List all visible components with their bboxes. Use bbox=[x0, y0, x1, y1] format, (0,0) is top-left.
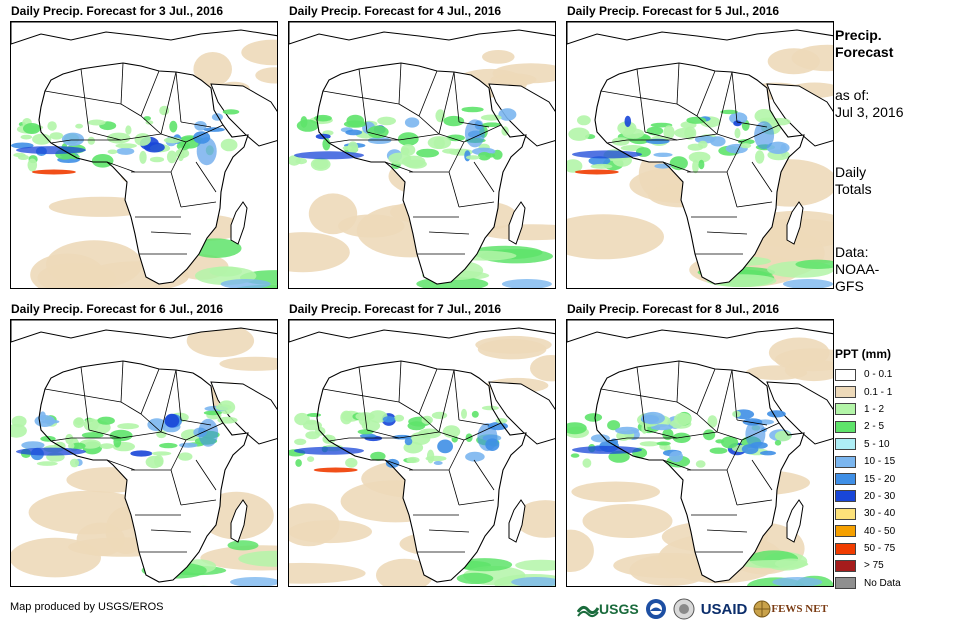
legend-item: 20 - 30 bbox=[835, 488, 901, 505]
legend-swatch bbox=[835, 577, 856, 589]
forecast-panel: Daily Precip. Forecast for 3 Jul., 2016 bbox=[10, 4, 290, 294]
europe-outline bbox=[11, 22, 278, 44]
europe-outline bbox=[289, 22, 556, 44]
daily-totals-label: Daily Totals bbox=[835, 164, 872, 198]
as-of-label: as of: bbox=[835, 87, 904, 104]
legend-label: 10 - 15 bbox=[864, 456, 895, 467]
forecast-panel: Daily Precip. Forecast for 5 Jul., 2016 bbox=[566, 4, 846, 294]
legend-label: 2 - 5 bbox=[864, 421, 884, 432]
legend-swatch bbox=[835, 525, 856, 537]
fews-net-logo: FEWS NET bbox=[753, 600, 828, 618]
legend-swatch bbox=[835, 543, 856, 555]
legend-item: 0 - 0.1 bbox=[835, 366, 901, 383]
africa-precip-map bbox=[11, 320, 278, 587]
legend-item: 40 - 50 bbox=[835, 523, 901, 540]
as-of-block: as of: Jul 3, 2016 bbox=[835, 87, 904, 121]
panel-title: Daily Precip. Forecast for 8 Jul., 2016 bbox=[567, 302, 779, 316]
forecast-map bbox=[10, 319, 278, 587]
logo-strip: USGS USAID FEWS NET bbox=[577, 596, 828, 622]
legend-label: No Data bbox=[864, 578, 901, 589]
ppt-legend: PPT (mm) 0 - 0.1 0.1 - 1 1 - 2 2 - 5 5 - 10 1… bbox=[835, 347, 901, 592]
heading-line1: Precip. bbox=[835, 27, 893, 44]
africa-precip-map bbox=[567, 22, 834, 289]
legend-title: PPT (mm) bbox=[835, 347, 901, 361]
legend-swatch bbox=[835, 490, 856, 502]
legend-swatch bbox=[835, 386, 856, 398]
as-of-date: Jul 3, 2016 bbox=[835, 104, 904, 121]
forecast-map bbox=[10, 21, 278, 289]
forecast-map bbox=[566, 319, 834, 587]
data-source: Data: NOAA- GFS bbox=[835, 244, 879, 295]
africa-precip-map bbox=[289, 320, 556, 587]
legend-swatch bbox=[835, 369, 856, 381]
legend-heading: Precip. Forecast bbox=[835, 27, 893, 61]
legend-item: 15 - 20 bbox=[835, 470, 901, 487]
usgs-wave-icon bbox=[577, 600, 599, 618]
panel-title: Daily Precip. Forecast for 7 Jul., 2016 bbox=[289, 302, 501, 316]
noaa-seal-icon bbox=[645, 598, 667, 620]
africa-precip-map bbox=[289, 22, 556, 289]
madagascar-outline bbox=[509, 500, 525, 542]
fews-globe-icon bbox=[753, 600, 771, 618]
data-line3: GFS bbox=[835, 278, 879, 295]
forecast-map bbox=[288, 319, 556, 587]
usaid-logo: USAID bbox=[701, 601, 748, 618]
panel-title: Daily Precip. Forecast for 4 Jul., 2016 bbox=[289, 4, 501, 18]
forecast-panel: Daily Precip. Forecast for 4 Jul., 2016 bbox=[288, 4, 568, 294]
legend-label: 0 - 0.1 bbox=[864, 369, 892, 380]
heading-line2: Forecast bbox=[835, 44, 893, 61]
legend-swatch bbox=[835, 438, 856, 450]
legend-rows: 0 - 0.1 0.1 - 1 1 - 2 2 - 5 5 - 10 10 - 15 15 … bbox=[835, 366, 901, 592]
legend-item: 5 - 10 bbox=[835, 436, 901, 453]
state-seal-icon bbox=[673, 598, 695, 620]
legend-label: 40 - 50 bbox=[864, 526, 895, 537]
legend-swatch bbox=[835, 473, 856, 485]
data-line2: NOAA- bbox=[835, 261, 879, 278]
legend-label: 1 - 2 bbox=[864, 404, 884, 415]
daily-line2: Totals bbox=[835, 181, 872, 198]
legend-label: 5 - 10 bbox=[864, 439, 890, 450]
legend-swatch bbox=[835, 560, 856, 572]
usgs-logo: USGS bbox=[577, 600, 639, 618]
legend-swatch bbox=[835, 456, 856, 468]
legend-label: 30 - 40 bbox=[864, 508, 895, 519]
panel-title: Daily Precip. Forecast for 3 Jul., 2016 bbox=[11, 4, 223, 18]
fews-text: FEWS NET bbox=[771, 603, 828, 615]
legend-item: 0.1 - 1 bbox=[835, 383, 901, 400]
madagascar-outline bbox=[787, 500, 803, 542]
usgs-text: USGS bbox=[599, 601, 639, 617]
europe-outline bbox=[567, 22, 834, 44]
map-credit: Map produced by USGS/EROS bbox=[10, 601, 163, 613]
legend-label: 50 - 75 bbox=[864, 543, 895, 554]
usaid-text: USAID bbox=[701, 601, 748, 618]
legend-item: > 75 bbox=[835, 557, 901, 574]
forecast-panel: Daily Precip. Forecast for 8 Jul., 2016 bbox=[566, 302, 846, 592]
legend-swatch bbox=[835, 421, 856, 433]
legend-item: 2 - 5 bbox=[835, 418, 901, 435]
legend-item: 1 - 2 bbox=[835, 401, 901, 418]
forecast-map bbox=[288, 21, 556, 289]
africa-precip-map bbox=[11, 22, 278, 289]
legend-label: 0.1 - 1 bbox=[864, 387, 892, 398]
legend-label: 15 - 20 bbox=[864, 474, 895, 485]
data-line1: Data: bbox=[835, 244, 879, 261]
africa-precip-map bbox=[567, 320, 834, 587]
forecast-map bbox=[566, 21, 834, 289]
legend-item: No Data bbox=[835, 575, 901, 592]
southern-rain-band bbox=[456, 558, 556, 587]
panel-title: Daily Precip. Forecast for 6 Jul., 2016 bbox=[11, 302, 223, 316]
forecast-panel: Daily Precip. Forecast for 6 Jul., 2016 bbox=[10, 302, 290, 592]
legend-label: 20 - 30 bbox=[864, 491, 895, 502]
legend-label: > 75 bbox=[864, 560, 884, 571]
legend-item: 50 - 75 bbox=[835, 540, 901, 557]
madagascar-outline bbox=[231, 202, 247, 244]
panel-title: Daily Precip. Forecast for 5 Jul., 2016 bbox=[567, 4, 779, 18]
forecast-panel: Daily Precip. Forecast for 7 Jul., 2016 bbox=[288, 302, 568, 592]
legend-swatch bbox=[835, 403, 856, 415]
legend-item: 10 - 15 bbox=[835, 453, 901, 470]
legend-item: 30 - 40 bbox=[835, 505, 901, 522]
legend-swatch bbox=[835, 508, 856, 520]
daily-line1: Daily bbox=[835, 164, 872, 181]
